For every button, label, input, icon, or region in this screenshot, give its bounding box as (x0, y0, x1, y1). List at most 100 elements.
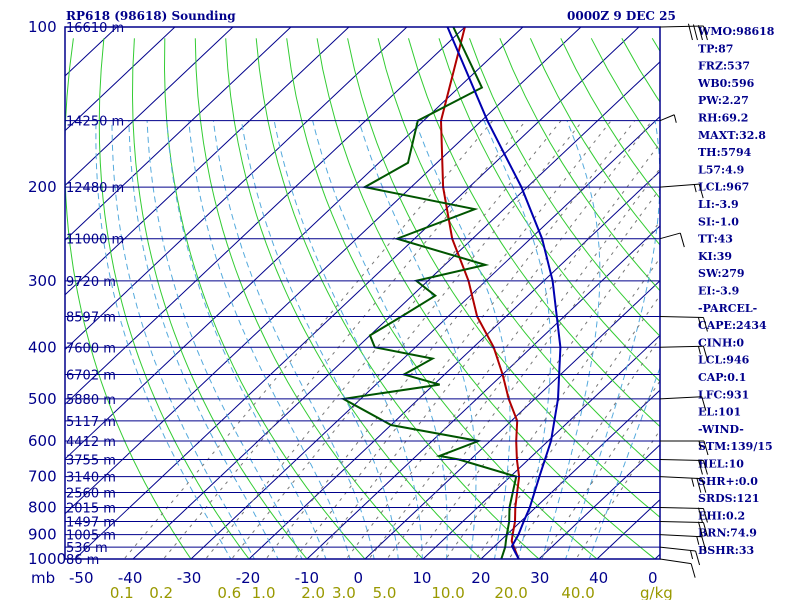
pressure-tick-label: 300 (28, 272, 57, 290)
dry-adiabat-line (65, 38, 192, 559)
wind-barb-flag (702, 460, 708, 475)
mixing-ratio-line (386, 187, 660, 559)
wind-barb-flag (697, 521, 703, 537)
sounding-index: CINH:0 (698, 336, 744, 349)
pressure-axis-unit: mb (31, 569, 55, 587)
temperature-tick-label: -10 (295, 569, 320, 587)
wind-barb (659, 183, 704, 199)
sounding-index: LCL:967 (698, 181, 749, 194)
temperature-tick-label: 0 (354, 569, 364, 587)
isotherm-line (65, 27, 234, 187)
dry-adiabat-line (255, 38, 540, 559)
wind-barb (659, 520, 708, 537)
wind-barb (659, 506, 708, 523)
pressure-tick-label: 700 (28, 468, 57, 486)
dry-adiabat-line (774, 38, 800, 570)
mixing-ratio-tick-label: 40.0 (561, 584, 594, 600)
mixing-ratio-tick-label: 5.0 (373, 584, 397, 600)
wind-barb (659, 558, 696, 578)
dry-adiabat-line (469, 38, 660, 337)
isotherm-line (65, 27, 176, 132)
dewpoint-profile (340, 27, 518, 559)
sounding-index: CAP:0.1 (698, 371, 746, 384)
mixing-ratio-line (475, 294, 660, 559)
wind-barb-flag (701, 536, 707, 551)
dry-adiabat-line (590, 38, 660, 152)
moist-adiabat-line (188, 120, 351, 559)
dry-adiabat-line (499, 38, 660, 292)
mixing-ratio-line (230, 120, 584, 559)
temperature-tick-label: 10 (412, 569, 431, 587)
mixing-ratio-line (314, 120, 653, 559)
wind-barb-shaft (659, 114, 675, 122)
wind-barb-flag (702, 317, 708, 332)
mixing-ratio-line (162, 120, 527, 559)
wind-barb-flag (687, 23, 693, 41)
dry-adiabat-line (225, 38, 482, 559)
wind-barb-flag (697, 25, 703, 41)
height-label: 14250 m (66, 115, 124, 130)
height-label: 8597 m (66, 310, 116, 325)
mixing-ratio-line (575, 429, 660, 559)
wind-barb (660, 440, 709, 456)
sounding-index: HEL:10 (698, 458, 744, 471)
isotherm-line (480, 389, 660, 559)
mixing-ratio-line (540, 380, 660, 559)
wind-barb-half-flag (691, 478, 695, 487)
wind-barb-shaft (659, 476, 702, 480)
height-label: 9720 m (66, 275, 116, 290)
sounding-index: KI:39 (698, 250, 732, 263)
wind-barb (659, 315, 708, 332)
sounding-index: TT:43 (698, 233, 733, 246)
wind-barb (659, 534, 707, 551)
isotherm-line (538, 444, 660, 559)
temperature-tick-label: -50 (69, 569, 94, 587)
wind-barb-shaft (659, 558, 692, 565)
wind-barb-flag (703, 440, 709, 456)
pressure-tick-label: 900 (28, 526, 57, 544)
wind-barb-half-flag (696, 536, 700, 545)
dry-adiabat-line (286, 38, 598, 559)
moist-adiabat-line (414, 120, 511, 559)
dry-adiabat-line (163, 38, 366, 559)
wind-barb-half-flag (698, 440, 702, 450)
sounding-index: -PARCEL- (698, 302, 757, 315)
sounding-index: WMO:98618 (697, 25, 775, 38)
temperature-tick-label: 40 (589, 569, 608, 587)
height-label: 3140 m (66, 471, 116, 486)
height-label: 86 m (66, 553, 99, 568)
wind-barb-shaft (659, 534, 702, 538)
wind-barb-flag (698, 184, 704, 199)
wind-barb-shaft (659, 315, 704, 318)
mixing-ratio-line (508, 337, 660, 559)
sounding-index: MAXT:32.8 (698, 129, 766, 142)
dry-adiabat-line (131, 38, 308, 559)
wind-barb (659, 546, 701, 566)
wind-barb-flag (702, 522, 708, 537)
isotherm-line (65, 27, 408, 351)
wind-barb (659, 114, 677, 123)
wind-barb-shaft (659, 546, 696, 552)
dry-adiabat-line (98, 38, 250, 559)
dry-adiabat-line (560, 38, 660, 200)
isotherm-line (596, 498, 660, 559)
mixing-ratio-tick-label: 0.1 (110, 584, 134, 600)
sounding-index: LCL:946 (698, 354, 750, 367)
wind-barb-flag (701, 396, 707, 411)
wind-barb-shaft (659, 25, 704, 28)
isotherm-line (65, 27, 466, 405)
isotherm-line (0, 15, 71, 570)
moist-adiabat-line (273, 120, 423, 559)
moist-adiabat-line (128, 120, 279, 559)
sounding-index: -WIND- (698, 423, 744, 436)
wind-barb-half-flag (697, 317, 701, 326)
dry-adiabat-line (316, 38, 656, 559)
wind-barb-shaft (659, 232, 681, 240)
height-label: 1005 m (66, 529, 116, 544)
sounding-indices-panel: WMO:98618 TP:87 FRZ:537 WB0:596 PW:2.27 RH:69… (697, 25, 775, 557)
isotherm-line (65, 27, 350, 296)
pressure-tick-label: 100 (28, 18, 57, 36)
height-label: 4412 m (66, 435, 116, 450)
mixing-ratio-tick-label: 0.6 (217, 584, 241, 600)
sounding-index: CAPE:2434 (698, 319, 767, 332)
